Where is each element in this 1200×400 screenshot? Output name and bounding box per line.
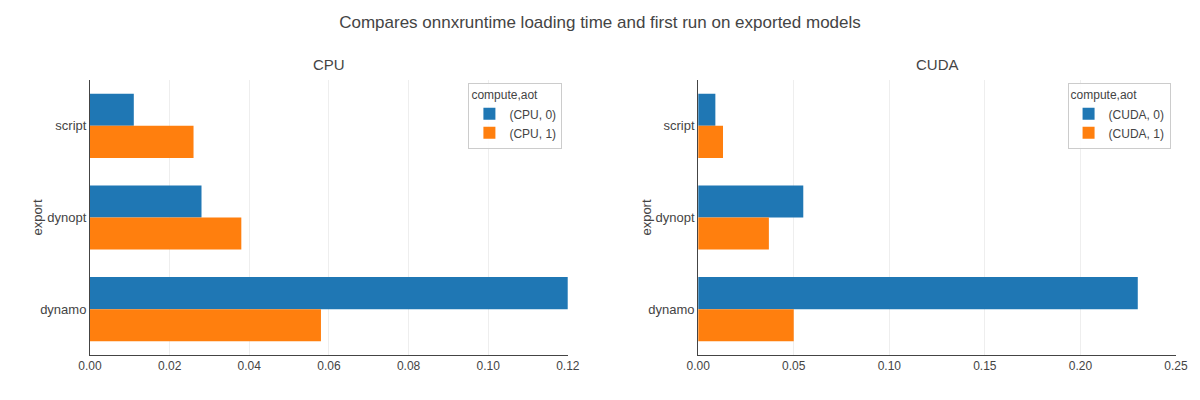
svg-text:dynamo: dynamo <box>648 302 694 317</box>
svg-text:dynopt: dynopt <box>656 210 695 225</box>
svg-text:0.25: 0.25 <box>1164 359 1188 373</box>
svg-text:dynopt: dynopt <box>47 210 86 225</box>
svg-text:Compares onnxruntime loading t: Compares onnxruntime loading time and fi… <box>339 13 861 32</box>
svg-text:CUDA: CUDA <box>916 56 959 73</box>
svg-text:0.15: 0.15 <box>973 359 997 373</box>
svg-text:(CUDA, 1): (CUDA, 1) <box>1109 127 1164 141</box>
svg-text:(CPU, 1): (CPU, 1) <box>509 127 556 141</box>
svg-text:0.10: 0.10 <box>878 359 902 373</box>
svg-text:dynamo: dynamo <box>40 302 86 317</box>
svg-text:0.10: 0.10 <box>477 359 501 373</box>
svg-text:0.00: 0.00 <box>78 359 102 373</box>
svg-text:compute,aot: compute,aot <box>471 88 538 102</box>
svg-text:0.20: 0.20 <box>1069 359 1093 373</box>
svg-text:CPU: CPU <box>313 56 345 73</box>
svg-text:0.00: 0.00 <box>686 359 710 373</box>
svg-text:(CUDA, 0): (CUDA, 0) <box>1109 108 1164 122</box>
svg-text:script: script <box>55 118 86 133</box>
svg-text:0.08: 0.08 <box>397 359 421 373</box>
svg-text:export: export <box>639 199 654 236</box>
svg-text:export: export <box>30 199 45 236</box>
svg-text:script: script <box>663 118 694 133</box>
svg-text:0.04: 0.04 <box>238 359 262 373</box>
svg-text:0.12: 0.12 <box>556 359 580 373</box>
svg-text:(CPU, 0): (CPU, 0) <box>509 108 556 122</box>
svg-text:0.02: 0.02 <box>158 359 182 373</box>
svg-text:0.05: 0.05 <box>782 359 806 373</box>
svg-text:compute,aot: compute,aot <box>1071 88 1138 102</box>
svg-text:0.06: 0.06 <box>317 359 341 373</box>
